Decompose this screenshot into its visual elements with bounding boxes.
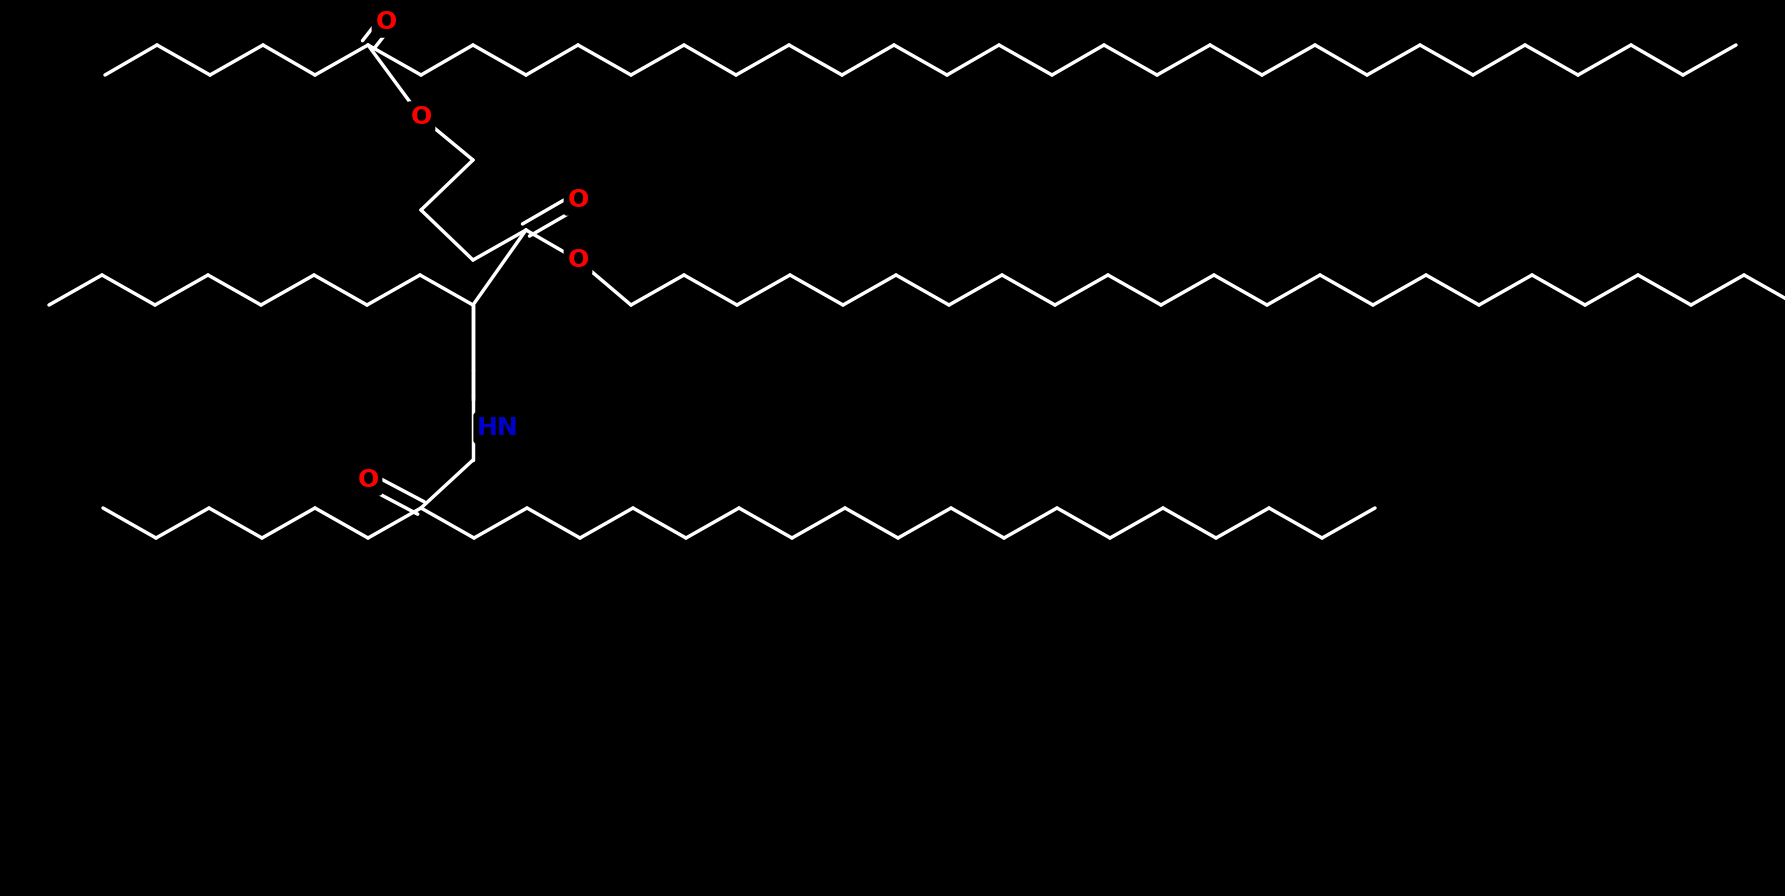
Text: O: O xyxy=(375,10,396,34)
Text: HN: HN xyxy=(477,416,519,440)
Text: O: O xyxy=(568,248,589,272)
Text: O: O xyxy=(357,468,378,492)
Text: O: O xyxy=(568,188,589,212)
Text: O: O xyxy=(411,105,432,129)
